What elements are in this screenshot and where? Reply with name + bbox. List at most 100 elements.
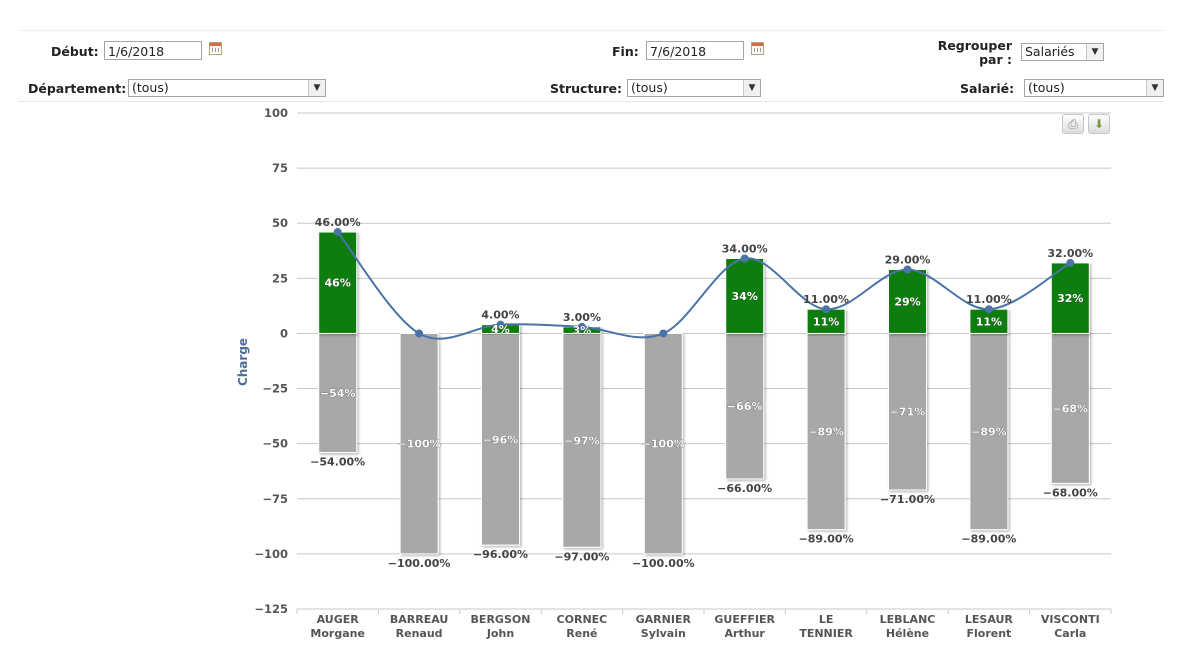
departement-select[interactable]: (tous) ▼ bbox=[128, 79, 326, 97]
data-label-negative: −68.00% bbox=[1043, 486, 1098, 499]
y-tick-label: 100 bbox=[264, 106, 288, 120]
regrouper-label: Regrouper par : bbox=[936, 39, 1012, 67]
data-label-negative: −54.00% bbox=[310, 455, 365, 468]
x-tick-label: GUEFFIER Arthur bbox=[714, 613, 775, 640]
bar-negative[interactable] bbox=[725, 332, 765, 480]
departement-label: Département: bbox=[28, 81, 127, 96]
bar-negative[interactable] bbox=[481, 332, 520, 546]
bar-negative[interactable] bbox=[399, 332, 439, 555]
download-button[interactable]: ⬇ bbox=[1088, 114, 1110, 134]
bar-negative[interactable] bbox=[643, 332, 683, 555]
debut-date-input[interactable]: 1/6/2018 bbox=[104, 41, 202, 60]
bar-negative[interactable] bbox=[888, 332, 927, 491]
print-button[interactable]: ⎙ bbox=[1062, 114, 1084, 134]
y-tick-label: −75 bbox=[262, 492, 288, 506]
salarie-select-value: (tous) bbox=[1028, 80, 1065, 95]
bar-positive[interactable] bbox=[725, 257, 765, 334]
x-tick-label: CORNEC René bbox=[557, 613, 608, 640]
bar-inner-label-positive: 29% bbox=[894, 295, 920, 308]
line-point[interactable] bbox=[659, 329, 668, 338]
x-tick-label: VISCONTI Carla bbox=[1041, 613, 1100, 640]
data-label-positive: 34.00% bbox=[722, 242, 768, 255]
data-label-positive: 46.00% bbox=[315, 216, 361, 229]
data-label-negative: −97.00% bbox=[554, 550, 609, 563]
data-label-negative: −100.00% bbox=[632, 557, 695, 570]
x-tick-label: BERGSON John bbox=[471, 613, 531, 640]
data-label-positive: 32.00% bbox=[1047, 247, 1093, 260]
x-tick-label: LESAUR Florent bbox=[965, 613, 1014, 640]
x-tick-label: LE TENNIER bbox=[799, 613, 853, 640]
line-point[interactable] bbox=[984, 305, 993, 314]
x-tick-label: AUGER Morgane bbox=[310, 613, 365, 640]
line-point[interactable] bbox=[415, 329, 424, 338]
download-icon: ⬇ bbox=[1093, 117, 1105, 131]
regrouper-select[interactable]: Salariés ▼ bbox=[1021, 43, 1104, 61]
bar-inner-label-positive: 46% bbox=[325, 277, 351, 290]
y-tick-label: −25 bbox=[262, 382, 288, 396]
x-tick-label: BARREAU Renaud bbox=[390, 613, 448, 640]
y-axis-label: Charge bbox=[236, 338, 250, 386]
bar-inner-label-negative: −71% bbox=[890, 406, 926, 419]
bar-inner-label-negative: −96% bbox=[483, 433, 519, 446]
line-point[interactable] bbox=[577, 322, 586, 331]
line-point[interactable] bbox=[496, 320, 505, 329]
fin-date-input[interactable]: 7/6/2018 bbox=[646, 41, 744, 60]
chevron-down-icon[interactable]: ▼ bbox=[1146, 80, 1163, 96]
bar-inner-label-positive: 32% bbox=[1057, 292, 1083, 305]
data-label-negative: −89.00% bbox=[961, 533, 1016, 546]
y-tick-label: 75 bbox=[272, 161, 288, 175]
salarie-select[interactable]: (tous) ▼ bbox=[1024, 79, 1164, 97]
departement-select-value: (tous) bbox=[132, 80, 169, 95]
bar-inner-label-negative: −66% bbox=[727, 400, 763, 413]
bar-inner-label-positive: 11% bbox=[976, 315, 1002, 328]
salarie-label: Salarié: bbox=[960, 81, 1015, 96]
structure-select-value: (tous) bbox=[631, 80, 668, 95]
chevron-down-icon[interactable]: ▼ bbox=[1086, 44, 1103, 60]
data-label-positive: 3.00% bbox=[563, 311, 601, 324]
bar-inner-label-negative: −68% bbox=[1053, 402, 1089, 415]
bar-positive[interactable] bbox=[969, 308, 1009, 334]
bar-inner-label-positive: 4% bbox=[491, 323, 510, 336]
data-label-positive: 11.00% bbox=[803, 293, 849, 306]
calendar-icon[interactable] bbox=[209, 42, 222, 55]
bar-inner-label-positive: 34% bbox=[732, 290, 758, 303]
bar-inner-label-negative: −89% bbox=[808, 426, 844, 439]
line-point[interactable] bbox=[822, 305, 831, 314]
bar-inner-label-negative: −97% bbox=[564, 434, 600, 447]
y-tick-label: 50 bbox=[272, 216, 288, 230]
bar-positive[interactable] bbox=[888, 269, 927, 334]
y-tick-label: 25 bbox=[272, 271, 288, 285]
regrouper-label-line1: Regrouper bbox=[937, 38, 1012, 53]
x-tick-label: LEBLANC Hélène bbox=[880, 613, 936, 640]
chevron-down-icon[interactable]: ▼ bbox=[308, 80, 325, 96]
calendar-icon[interactable] bbox=[751, 42, 764, 55]
y-tick-label: −100 bbox=[254, 547, 288, 561]
data-label-negative: −66.00% bbox=[717, 482, 772, 495]
series-line bbox=[336, 231, 1071, 340]
bar-positive[interactable] bbox=[806, 308, 846, 334]
chevron-down-icon[interactable]: ▼ bbox=[743, 80, 760, 96]
line-point[interactable] bbox=[1066, 258, 1075, 267]
data-label-negative: −89.00% bbox=[799, 533, 854, 546]
bar-inner-label-negative: −54% bbox=[320, 387, 356, 400]
line-point[interactable] bbox=[903, 265, 912, 274]
line-point[interactable] bbox=[333, 228, 342, 237]
bar-inner-label-positive: 11% bbox=[813, 315, 839, 328]
data-label-positive: 29.00% bbox=[885, 254, 931, 267]
structure-select[interactable]: (tous) ▼ bbox=[627, 79, 761, 97]
fin-label: Fin: bbox=[612, 44, 639, 59]
printer-icon: ⎙ bbox=[1068, 117, 1078, 131]
y-tick-label: −125 bbox=[254, 602, 288, 616]
x-tick-label: GARNIER Sylvain bbox=[636, 613, 692, 640]
regrouper-select-value: Salariés bbox=[1025, 44, 1075, 59]
bar-negative[interactable] bbox=[969, 332, 1009, 531]
bar-inner-label-negative: −89% bbox=[971, 426, 1007, 439]
y-tick-label: 0 bbox=[280, 326, 288, 340]
data-label-positive: 4.00% bbox=[481, 309, 519, 322]
y-tick-label: −50 bbox=[262, 437, 288, 451]
data-label-negative: −71.00% bbox=[880, 493, 935, 506]
bar-negative[interactable] bbox=[806, 332, 846, 531]
line-point[interactable] bbox=[740, 254, 749, 263]
bar-negative[interactable] bbox=[562, 332, 602, 548]
